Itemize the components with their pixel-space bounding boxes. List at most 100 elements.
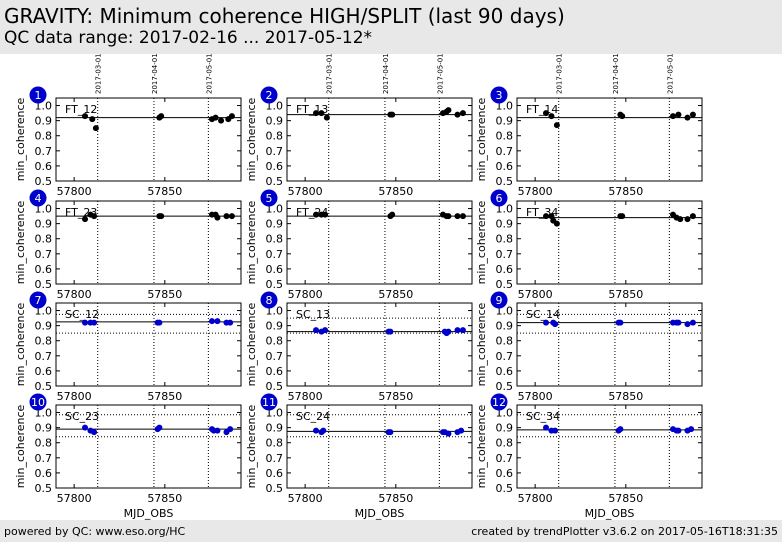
x-tick-label: 57800	[518, 390, 553, 403]
data-point	[548, 113, 555, 120]
series-label: SC_24	[296, 410, 330, 423]
y-tick-label: 0.6	[496, 263, 514, 276]
y-axis-label: min_coherence	[245, 404, 258, 488]
y-tick-label: 0.7	[35, 248, 53, 261]
data-point	[675, 427, 682, 434]
x-tick-label: 57850	[608, 185, 643, 198]
data-point	[387, 429, 394, 436]
panel-badge	[490, 189, 508, 207]
x-axis-label: MJD_OBS	[585, 507, 635, 520]
data-point	[552, 321, 559, 328]
data-point	[313, 110, 320, 117]
y-axis-label: min_coherence	[475, 404, 488, 488]
data-point	[82, 113, 89, 120]
y-tick-label: 0.6	[496, 365, 514, 378]
y-axis-label: min_coherence	[245, 97, 258, 181]
series-label: SC_12	[65, 308, 99, 321]
panel-badge	[490, 393, 508, 411]
data-point	[689, 111, 696, 118]
data-point	[675, 319, 682, 326]
y-axis-label: min_coherence	[14, 302, 27, 386]
data-point	[458, 427, 465, 434]
data-point	[669, 113, 676, 120]
data-point	[223, 213, 230, 220]
panel-number: 12	[492, 396, 506, 409]
x-axis-label: MJD_OBS	[124, 507, 174, 520]
y-axis-label: min_coherence	[245, 302, 258, 386]
footer-credit: powered by QC: www.eso.org/HC	[4, 525, 186, 538]
y-tick-label: 0.7	[496, 452, 514, 465]
page-title: GRAVITY: Minimum coherence HIGH/SPLIT (l…	[4, 4, 565, 28]
panel-number: 6	[496, 192, 503, 205]
y-tick-label: 0.7	[496, 350, 514, 363]
x-tick-label: 57800	[288, 288, 323, 301]
y-tick-label: 0.5	[35, 380, 53, 393]
series-label: FT_12	[65, 103, 97, 116]
date-marker-label: 2017-05-01	[666, 54, 674, 94]
data-point	[318, 110, 325, 117]
y-axis-label: min_coherence	[475, 302, 488, 386]
y-tick-label: 0.7	[266, 350, 284, 363]
panel-badge	[260, 291, 278, 309]
x-tick-label: 57800	[288, 185, 323, 198]
x-tick-label: 57850	[608, 390, 643, 403]
data-point	[313, 211, 320, 218]
data-point	[454, 111, 461, 118]
data-point	[677, 216, 684, 223]
y-tick-label: 0.5	[35, 175, 53, 188]
x-tick-label: 57800	[288, 492, 323, 505]
date-marker-label: 2017-03-01	[556, 54, 564, 94]
y-tick-label: 0.8	[496, 335, 514, 348]
panel-badge	[29, 189, 47, 207]
y-tick-label: 0.7	[496, 248, 514, 261]
footer-bar: powered by QC: www.eso.org/HC created by…	[0, 520, 782, 542]
data-point	[445, 107, 452, 114]
x-tick-label: 57800	[57, 492, 92, 505]
y-tick-label: 0.9	[35, 218, 53, 231]
x-tick-label: 57850	[378, 288, 413, 301]
data-point	[212, 114, 219, 121]
date-marker-label: 2017-04-01	[612, 54, 620, 94]
panel-badge	[490, 291, 508, 309]
panel-badge	[260, 393, 278, 411]
x-tick-label: 57800	[518, 288, 553, 301]
x-tick-label: 57850	[378, 492, 413, 505]
data-point	[156, 424, 163, 431]
data-point	[459, 327, 466, 334]
panel-frame	[516, 302, 703, 387]
y-tick-label: 0.6	[35, 160, 53, 173]
y-tick-label: 0.8	[496, 130, 514, 143]
y-tick-label: 0.9	[266, 422, 284, 435]
data-point	[445, 430, 452, 437]
data-point	[688, 426, 695, 433]
data-point	[445, 213, 452, 220]
data-point	[617, 319, 624, 326]
y-tick-label: 0.5	[266, 482, 284, 495]
y-tick-label: 0.8	[266, 335, 284, 348]
panel-number: 5	[266, 192, 273, 205]
y-tick-label: 0.7	[35, 145, 53, 158]
y-tick-label: 0.9	[35, 320, 53, 333]
panel-frame	[55, 97, 242, 182]
panel-frame	[516, 404, 703, 489]
x-tick-label: 57800	[57, 390, 92, 403]
data-point	[91, 429, 98, 436]
y-tick-label: 0.5	[266, 175, 284, 188]
data-point	[158, 213, 165, 220]
data-point	[228, 213, 235, 220]
data-point	[82, 319, 89, 326]
y-tick-label: 0.5	[496, 278, 514, 291]
data-point	[89, 116, 96, 123]
data-point	[675, 111, 682, 118]
panel-number: 8	[266, 294, 273, 307]
data-point	[459, 110, 466, 117]
y-tick-label: 0.5	[496, 482, 514, 495]
data-point	[543, 424, 550, 431]
panel-number: 2	[266, 89, 273, 102]
data-point	[91, 213, 98, 220]
data-point	[389, 111, 396, 118]
panel-number: 4	[35, 192, 42, 205]
y-tick-label: 0.7	[266, 248, 284, 261]
y-axis-label: min_coherence	[14, 200, 27, 284]
y-tick-label: 0.7	[35, 452, 53, 465]
